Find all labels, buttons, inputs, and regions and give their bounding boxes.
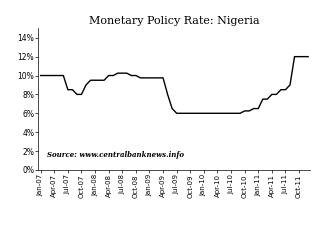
Title: Monetary Policy Rate: Nigeria: Monetary Policy Rate: Nigeria [89, 16, 260, 26]
Text: Source: www.centralbanknews.info: Source: www.centralbanknews.info [47, 151, 184, 159]
